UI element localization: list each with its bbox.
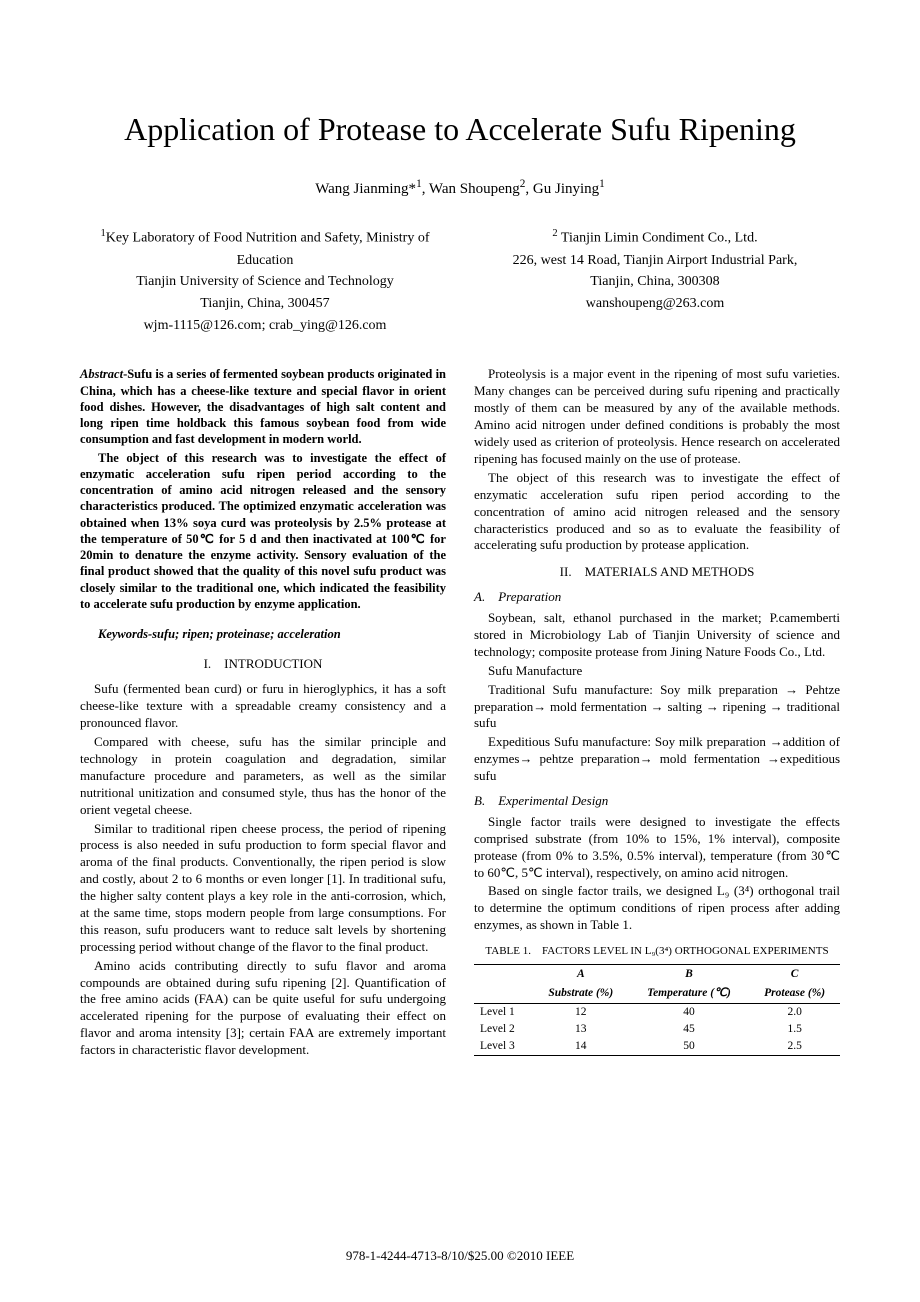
table-header-cell: Temperature (℃) xyxy=(629,984,750,1003)
intro-para: Similar to traditional ripen cheese proc… xyxy=(80,821,446,956)
table-cell: 50 xyxy=(629,1038,750,1055)
table-cell: 2.5 xyxy=(749,1038,840,1055)
prep-para: Sufu Manufacture xyxy=(474,663,840,680)
table-caption: TABLE 1. FACTORS LEVEL IN L₉(3⁴) ORTHOGO… xyxy=(474,944,840,958)
table-cell: 12 xyxy=(533,1004,629,1021)
factors-table: A B C Substrate (%) Temperature (℃) Prot… xyxy=(474,964,840,1056)
prep-para: Expeditious Sufu manufacture: Soy milk p… xyxy=(474,734,840,785)
table-header-cell: B xyxy=(629,965,750,984)
table-cell: 13 xyxy=(533,1021,629,1038)
table-cell: Level 2 xyxy=(474,1021,533,1038)
table-cell: 40 xyxy=(629,1004,750,1021)
table-header-cell xyxy=(474,965,533,984)
affiliations-block: 1Key Laboratory of Food Nutrition and Sa… xyxy=(80,226,840,336)
table-header-cell: C xyxy=(749,965,840,984)
subsection-b: B. Experimental Design xyxy=(474,793,840,810)
table-header-row: A B C xyxy=(474,965,840,984)
table-header-cell: Protease (%) xyxy=(749,984,840,1003)
intro-para: The object of this research was to inves… xyxy=(474,470,840,554)
table-row: Level 1 12 40 2.0 xyxy=(474,1004,840,1021)
table-cell: 14 xyxy=(533,1038,629,1055)
affiliation-1: 1Key Laboratory of Food Nutrition and Sa… xyxy=(80,226,450,336)
intro-para: Proteolysis is a major event in the ripe… xyxy=(474,366,840,467)
abstract-block: Abstract-Sufu is a series of fermented s… xyxy=(80,366,446,612)
table-cell: Level 1 xyxy=(474,1004,533,1021)
intro-para: Compared with cheese, sufu has the simil… xyxy=(80,734,446,818)
page-footer: 978-1-4244-4713-8/10/$25.00 ©2010 IEEE xyxy=(0,1248,920,1264)
exp-para: Based on single factor trails, we design… xyxy=(474,883,840,934)
paper-title: Application of Protease to Accelerate Su… xyxy=(80,110,840,148)
table-row: Level 3 14 50 2.5 xyxy=(474,1038,840,1055)
abstract-p2: The object of this research was to inves… xyxy=(80,450,446,613)
two-column-body: Abstract-Sufu is a series of fermented s… xyxy=(80,366,840,1060)
author-list: Wang Jianming*1, Wan Shoupeng2, Gu Jinyi… xyxy=(80,178,840,198)
abstract-p1: -Sufu is a series of fermented soybean p… xyxy=(80,367,446,446)
table-cell: 45 xyxy=(629,1021,750,1038)
subsection-a: A. Preparation xyxy=(474,589,840,606)
table-header-cell: A xyxy=(533,965,629,984)
table-header-cell xyxy=(474,984,533,1003)
left-column: Abstract-Sufu is a series of fermented s… xyxy=(80,366,446,1060)
prep-para: Traditional Sufu manufacture: Soy milk p… xyxy=(474,682,840,733)
table-cell: 2.0 xyxy=(749,1004,840,1021)
table-header-cell: Substrate (%) xyxy=(533,984,629,1003)
section-intro-heading: I. INTRODUCTION xyxy=(80,656,446,673)
table-row: Level 2 13 45 1.5 xyxy=(474,1021,840,1038)
table-cell: Level 3 xyxy=(474,1038,533,1055)
right-column: Proteolysis is a major event in the ripe… xyxy=(474,366,840,1060)
exp-para: Single factor trails were designed to in… xyxy=(474,814,840,882)
section-methods-heading: II. MATERIALS AND METHODS xyxy=(474,564,840,581)
intro-para: Sufu (fermented bean curd) or furu in hi… xyxy=(80,681,446,732)
table-subheader-row: Substrate (%) Temperature (℃) Protease (… xyxy=(474,984,840,1003)
abstract-label: Abstract xyxy=(80,367,123,381)
affiliation-2: 2 Tianjin Limin Condiment Co., Ltd.226, … xyxy=(470,226,840,336)
intro-para: Amino acids contributing directly to suf… xyxy=(80,958,446,1059)
prep-para: Soybean, salt, ethanol purchased in the … xyxy=(474,610,840,661)
keywords-line: Keywords-sufu; ripen; proteinase; accele… xyxy=(80,626,446,642)
table-cell: 1.5 xyxy=(749,1021,840,1038)
